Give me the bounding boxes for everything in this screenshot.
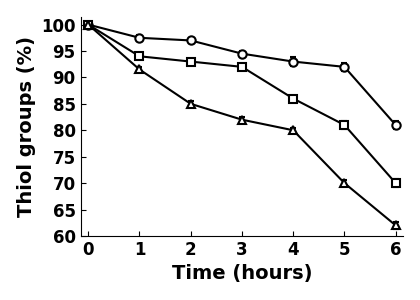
Y-axis label: Thiol groups (%): Thiol groups (%) xyxy=(17,36,36,217)
X-axis label: Time (hours): Time (hours) xyxy=(172,264,312,283)
